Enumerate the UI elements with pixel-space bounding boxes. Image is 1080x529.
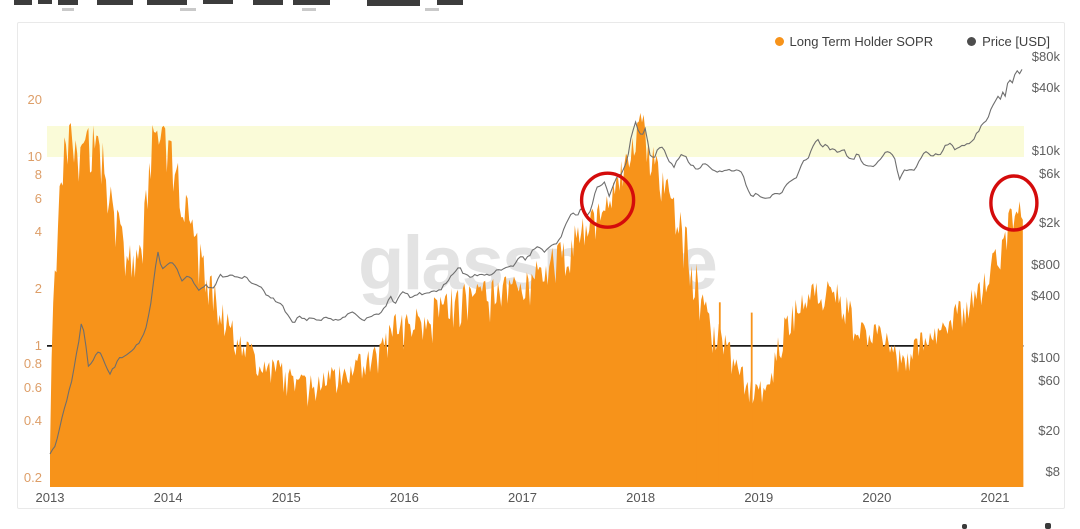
sopr-tick-label: 8 xyxy=(34,167,42,183)
sopr-tick-label: 10 xyxy=(27,148,42,164)
cropped-text-fragment xyxy=(38,0,52,4)
cropped-text-fragment xyxy=(203,0,233,4)
year-tick-label: 2018 xyxy=(626,490,656,505)
cropped-text-fragment xyxy=(302,8,316,11)
price-tick-label: $800 xyxy=(1031,256,1060,272)
sopr-tick-label: 2 xyxy=(34,281,42,296)
legend-label-sopr: Long Term Holder SOPR xyxy=(789,34,934,49)
sopr-tick-label: 0.6 xyxy=(23,379,42,395)
price-tick-label: $20 xyxy=(1038,422,1060,438)
year-tick-label: 2017 xyxy=(508,490,537,505)
price-tick-label: $10k xyxy=(1031,142,1060,158)
price-tick-label: $100 xyxy=(1031,350,1060,366)
cropped-text-fragment xyxy=(97,0,133,5)
year-tick-label: 2019 xyxy=(744,490,774,505)
year-tick-label: 2014 xyxy=(153,490,183,505)
cropped-text-fragment xyxy=(180,8,196,11)
cropped-text-fragment xyxy=(147,0,187,5)
highlight-band xyxy=(47,126,1024,157)
year-tick-label: 2015 xyxy=(271,490,301,505)
year-tick-label: 2020 xyxy=(862,490,892,505)
year-tick-label: 2021 xyxy=(980,490,1010,505)
price-tick-label: $6k xyxy=(1039,165,1060,181)
cropped-text-fragment xyxy=(437,0,463,5)
cropped-text-fragment xyxy=(1045,523,1051,529)
sopr-tick-label: 0.8 xyxy=(23,356,42,372)
legend-item-sopr[interactable]: Long Term Holder SOPR xyxy=(774,34,934,49)
cropped-text-fragment xyxy=(253,0,283,5)
year-tick-label: 2016 xyxy=(389,490,419,505)
glassnode-watermark: glassnode xyxy=(358,221,718,306)
price-tick-label: $80k xyxy=(1031,49,1060,64)
cropped-text-fragment xyxy=(58,0,78,5)
price-tick-label: $2k xyxy=(1039,215,1060,231)
sopr-legend-dot-icon xyxy=(774,37,784,46)
cropped-text-fragment xyxy=(293,0,330,5)
cropped-text-fragment xyxy=(425,8,439,11)
sopr-tick-label: 0.4 xyxy=(23,413,42,429)
sopr-tick-label: 4 xyxy=(34,224,42,240)
year-tick-label: 2013 xyxy=(35,490,65,505)
price-tick-label: $60 xyxy=(1038,373,1060,389)
cropped-text-fragment xyxy=(62,8,74,11)
cropped-text-fragment xyxy=(962,524,967,529)
price-tick-label: $40k xyxy=(1031,80,1060,96)
sopr-tick-label: 20 xyxy=(27,92,42,107)
legend-item-price[interactable]: Price [USD] xyxy=(967,34,1050,49)
cropped-text-fragment xyxy=(367,0,420,6)
legend-label-price: Price [USD] xyxy=(982,34,1050,49)
sopr-tick-label: 1 xyxy=(34,337,42,353)
price-tick-label: $400 xyxy=(1031,287,1060,303)
price-legend-dot-icon xyxy=(967,37,977,46)
sopr-tick-label: 0.2 xyxy=(23,470,42,485)
sopr-tick-label: 6 xyxy=(34,190,42,206)
chart-legend: Long Term Holder SOPR Price [USD] xyxy=(774,34,1050,49)
price-tick-label: $8 xyxy=(1045,464,1060,479)
cropped-text-fragment xyxy=(14,0,32,5)
